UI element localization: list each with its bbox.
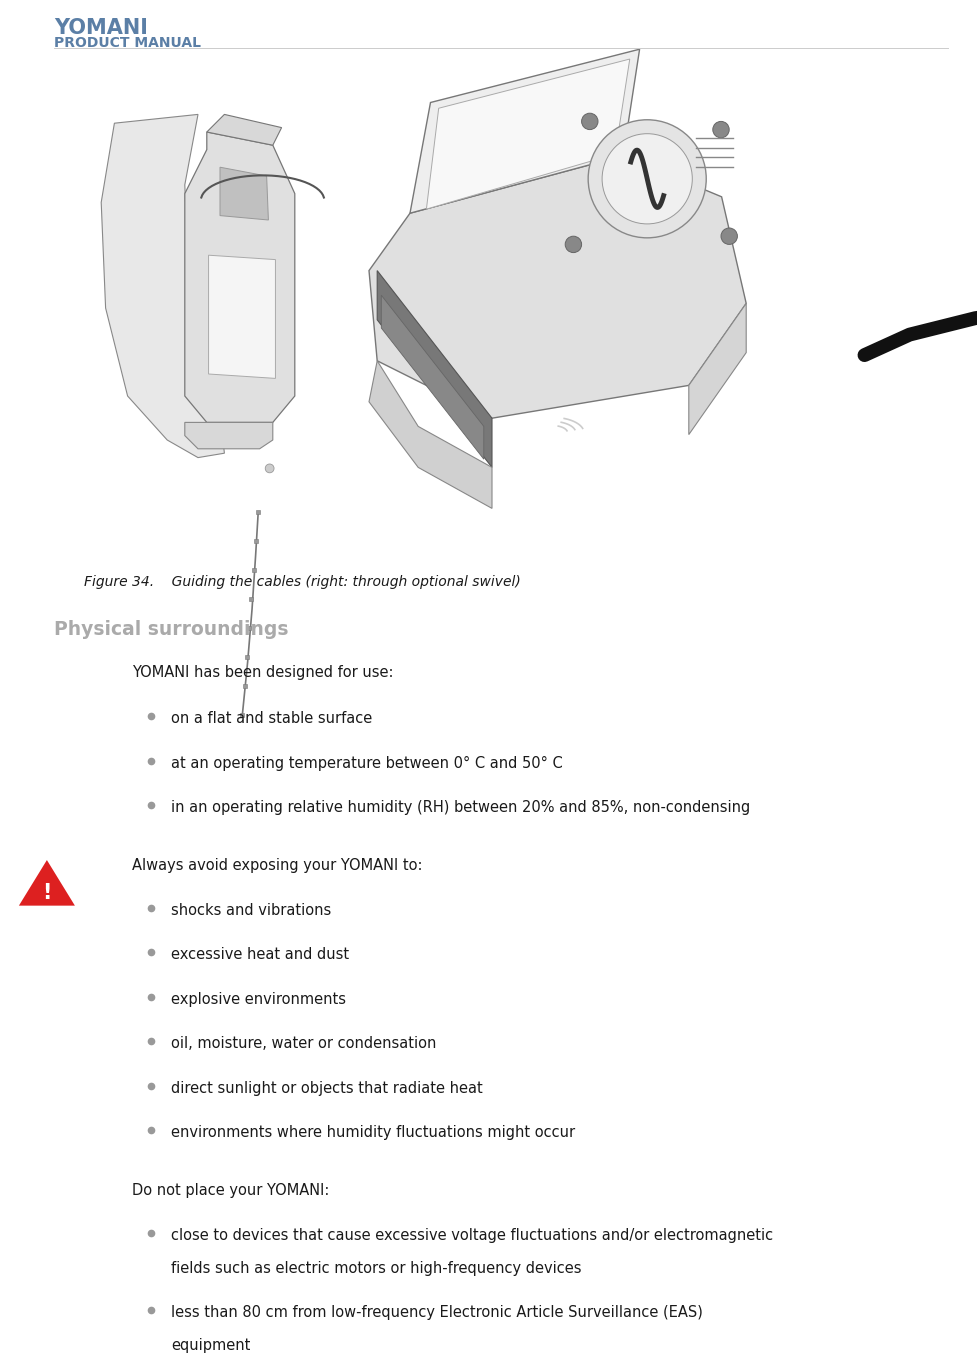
Polygon shape: [377, 270, 492, 468]
Text: in an operating relative humidity (RH) between 20% and 85%, non-condensing: in an operating relative humidity (RH) b…: [171, 801, 750, 816]
Text: direct sunlight or objects that radiate heat: direct sunlight or objects that radiate …: [171, 1080, 483, 1095]
Circle shape: [566, 236, 581, 252]
Circle shape: [265, 464, 274, 473]
Polygon shape: [369, 155, 746, 419]
Text: fields such as electric motors or high-frequency devices: fields such as electric motors or high-f…: [171, 1260, 581, 1275]
Text: oil, moisture, water or condensation: oil, moisture, water or condensation: [171, 1037, 437, 1052]
Text: Always avoid exposing your YOMANI to:: Always avoid exposing your YOMANI to:: [132, 858, 422, 873]
Polygon shape: [102, 115, 225, 457]
Polygon shape: [220, 168, 269, 220]
Text: PRODUCT MANUAL: PRODUCT MANUAL: [54, 35, 200, 50]
Text: shocks and vibrations: shocks and vibrations: [171, 903, 331, 918]
Polygon shape: [19, 861, 75, 906]
Text: on a flat and stable surface: on a flat and stable surface: [171, 711, 372, 726]
Text: explosive environments: explosive environments: [171, 992, 346, 1007]
Text: YOMANI: YOMANI: [54, 18, 148, 38]
Circle shape: [581, 113, 598, 130]
Circle shape: [721, 228, 738, 244]
Text: close to devices that cause excessive voltage fluctuations and/or electromagneti: close to devices that cause excessive vo…: [171, 1228, 773, 1243]
Text: Physical surroundings: Physical surroundings: [54, 621, 288, 638]
Polygon shape: [369, 361, 492, 509]
Polygon shape: [689, 303, 746, 435]
Text: less than 80 cm from low-frequency Electronic Article Surveillance (EAS): less than 80 cm from low-frequency Elect…: [171, 1305, 702, 1320]
Text: equipment: equipment: [171, 1338, 250, 1353]
Polygon shape: [426, 59, 630, 209]
Text: !: !: [42, 883, 52, 903]
Polygon shape: [207, 115, 281, 145]
Circle shape: [588, 120, 706, 237]
Polygon shape: [381, 295, 484, 460]
Polygon shape: [208, 255, 276, 378]
Polygon shape: [185, 423, 273, 449]
Text: at an operating temperature between 0° C and 50° C: at an operating temperature between 0° C…: [171, 756, 563, 771]
Text: excessive heat and dust: excessive heat and dust: [171, 947, 349, 962]
Text: Figure 34.    Guiding the cables (right: through optional swivel): Figure 34. Guiding the cables (right: th…: [84, 576, 521, 589]
Circle shape: [713, 121, 729, 138]
Text: YOMANI has been designed for use:: YOMANI has been designed for use:: [132, 666, 394, 681]
Text: environments where humidity fluctuations might occur: environments where humidity fluctuations…: [171, 1125, 575, 1140]
Polygon shape: [185, 132, 295, 423]
Polygon shape: [410, 49, 640, 213]
Text: Do not place your YOMANI:: Do not place your YOMANI:: [132, 1183, 329, 1198]
Circle shape: [602, 134, 693, 224]
